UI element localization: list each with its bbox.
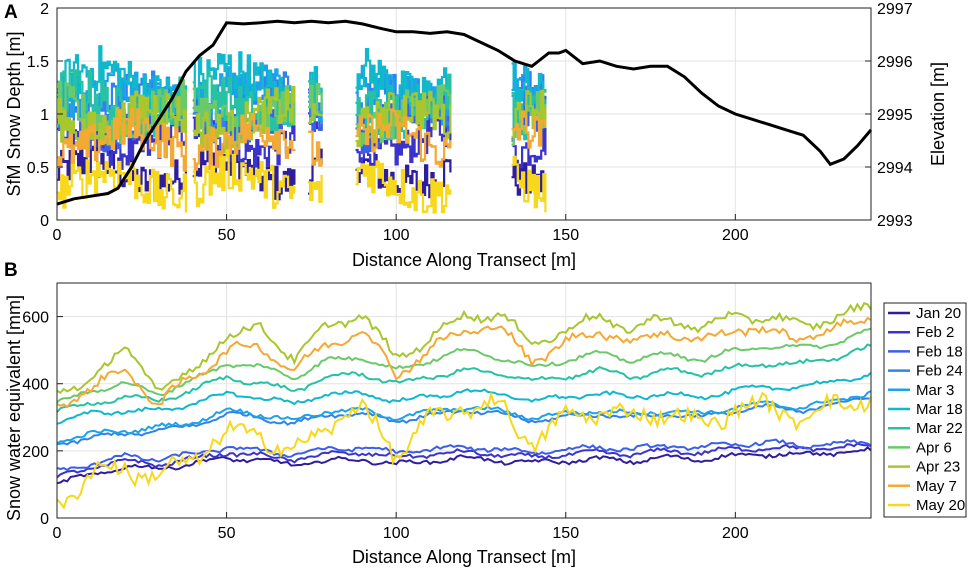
legend-entry: May 7: [916, 478, 957, 495]
swe-line-feb-18: [56, 438, 872, 472]
panel-b-swe-lines: [56, 301, 872, 510]
y-tick-label: 0: [40, 511, 49, 528]
x-tick-label: 200: [722, 525, 749, 542]
x-tick-label: 50: [218, 227, 236, 244]
panel-a-y-label: SfM Snow Depth [m]: [4, 31, 24, 196]
panel-b-letter: B: [4, 260, 18, 281]
swe-line-mar-22: [56, 343, 872, 413]
swe-line-mar-3: [56, 390, 872, 445]
legend-entry: Jan 20: [916, 305, 961, 322]
y-tick-label: 1: [40, 107, 49, 124]
panel-a-x-label: Distance Along Transect [m]: [352, 250, 576, 270]
panel-b-y-ticks: 0 200 400 600: [22, 310, 63, 528]
y-tick-label: 2: [40, 1, 49, 18]
y-tick-label: 200: [22, 444, 49, 461]
y-right-tick-label: 2996: [877, 54, 913, 71]
swe-line-mar-18: [56, 371, 872, 425]
legend-entry: Mar 3: [916, 382, 954, 399]
legend: Jan 20 Feb 2 Feb 18 Feb 24 Mar 3 Mar 18 Mar 22…: [883, 302, 967, 518]
legend-entry: Mar 22: [916, 420, 963, 437]
y-right-tick-label: 2994: [877, 160, 913, 177]
panel-a-y-ticks: 0 0.5 1 1.5 2: [27, 1, 63, 230]
panel-a-x-ticks: 0 50 100 150 200: [53, 214, 749, 244]
panel-b-frame: [56, 282, 872, 519]
panel-a: A 0 50 100 150 200 00.511.52 299329942995299…: [4, 1, 948, 270]
snow-depth-line-may-7: [57, 108, 547, 172]
panel-b-x-label: Distance Along Transect [m]: [352, 547, 576, 567]
legend-entry: Feb 24: [916, 363, 963, 380]
legend-entry: Apr 23: [916, 459, 960, 476]
y-tick-label: 600: [22, 310, 49, 327]
x-tick-label: 150: [552, 525, 579, 542]
panel-a-elevation-line: [56, 19, 873, 206]
x-tick-label: 0: [53, 227, 62, 244]
swe-line-jan-20: [56, 446, 872, 485]
legend-entry: Mar 18: [916, 401, 963, 418]
panel-b-x-ticks: 0 50 100 150 200: [53, 512, 749, 542]
y-right-tick-label: 2997: [877, 1, 913, 18]
swe-line-may-20: [56, 391, 872, 510]
legend-entry: Apr 6: [916, 439, 952, 456]
panel-b-y-label: Snow water equivalent [mm]: [4, 295, 24, 521]
legend-entry: Feb 2: [916, 324, 954, 341]
y-tick-label: 0: [40, 213, 49, 230]
y-tick-label: 400: [22, 377, 49, 394]
panel-a-snow-depth-lines: [57, 45, 547, 214]
swe-line-may-7: [56, 316, 872, 409]
legend-entry: Feb 18: [916, 343, 963, 360]
snow-depth-line-may-20: [57, 149, 547, 214]
x-tick-label: 50: [218, 525, 236, 542]
panel-a-letter: A: [4, 2, 18, 23]
panel-b: B 0 50 100 150 200 0 200 400 600 Distance Along…: [4, 260, 872, 567]
x-tick-label: 100: [383, 525, 410, 542]
legend-entry: May 20: [916, 497, 965, 514]
x-tick-label: 200: [722, 227, 749, 244]
y-right-tick-label: 2995: [877, 107, 913, 124]
x-tick-label: 150: [552, 227, 579, 244]
x-tick-label: 100: [383, 227, 410, 244]
x-tick-label: 0: [53, 525, 62, 542]
panel-a-y-right-ticks: 2993 2994 2995 2996 2997: [865, 1, 913, 230]
y-tick-label: 0.5: [27, 160, 49, 177]
y-right-tick-label: 2993: [877, 213, 913, 230]
snow-depth-line-mar-18: [57, 45, 547, 119]
legend-items: Jan 20 Feb 2 Feb 18 Feb 24 Mar 3 Mar 18 Mar 22…: [888, 305, 965, 514]
swe-line-apr-23: [56, 301, 872, 394]
panel-a-y-right-label: Elevation [m]: [928, 62, 948, 166]
y-tick-label: 1.5: [27, 54, 49, 71]
